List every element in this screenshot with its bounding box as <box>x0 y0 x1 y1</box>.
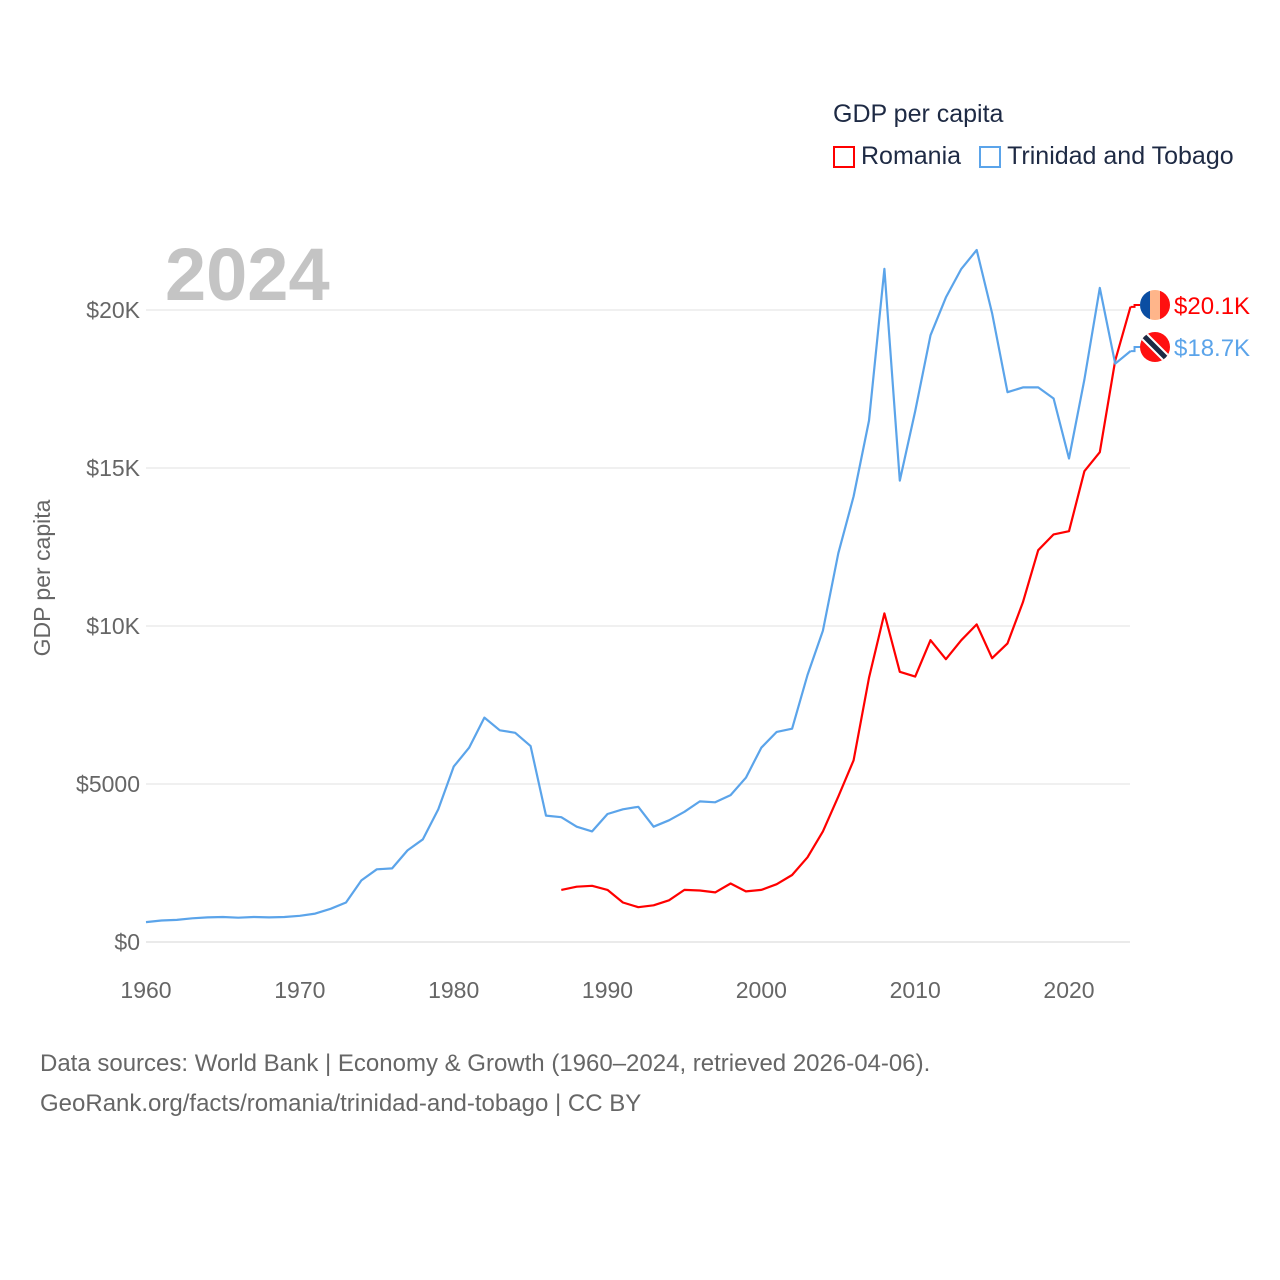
legend-item-trinidad[interactable]: Trinidad and Tobago <box>979 142 1234 171</box>
footer: Data sources: World Bank | Economy & Gro… <box>40 1044 930 1124</box>
legend-swatch-romania <box>833 145 855 168</box>
series-line-1 <box>145 248 1132 924</box>
y-tick-label: $0 <box>114 929 140 955</box>
trinidad-and-tobago-flag-icon <box>1140 332 1170 362</box>
x-tick-label: 1960 <box>120 977 171 1003</box>
legend-title: GDP per capita <box>833 100 1004 128</box>
end-value-label: $20.1K <box>1174 293 1250 320</box>
y-tick-label: $15K <box>86 455 140 481</box>
year-watermark: 2024 <box>165 233 330 316</box>
x-tick-label: 2020 <box>1043 977 1094 1003</box>
series-line-0 <box>561 306 1132 909</box>
y-tick-label: $10K <box>86 613 140 639</box>
legend-label-romania: Romania <box>861 142 962 170</box>
x-tick-label: 2010 <box>890 977 941 1003</box>
end-connector <box>1130 346 1140 353</box>
x-tick-label: 1970 <box>274 977 325 1003</box>
y-tick-label: $5000 <box>76 771 140 797</box>
y-tick-label: $20K <box>86 297 140 323</box>
line-chart: $0 $5000 $10K $15K $20K 1960 1970 1980 1990 2000 2… <box>29 233 1250 1003</box>
end-connector <box>1130 304 1140 308</box>
legend-item-romania[interactable]: Romania <box>833 142 961 171</box>
y-axis-label: GDP per capita <box>29 499 55 656</box>
legend: Romania Trinidad and Tobago <box>833 142 1234 171</box>
romania-flag-icon <box>1140 290 1170 320</box>
end-value-label: $18.7K <box>1174 335 1250 362</box>
x-tick-label: 1990 <box>582 977 633 1003</box>
legend-swatch-trinidad <box>979 145 1002 168</box>
x-tick-label: 2000 <box>736 977 787 1003</box>
x-tick-label: 1980 <box>428 977 479 1003</box>
data-sources: Data sources: World Bank | Economy & Gro… <box>40 1050 931 1077</box>
source-link[interactable]: GeoRank.org/facts/romania/trinidad-and-t… <box>40 1090 642 1117</box>
legend-label-trinidad: Trinidad and Tobago <box>1007 142 1234 170</box>
